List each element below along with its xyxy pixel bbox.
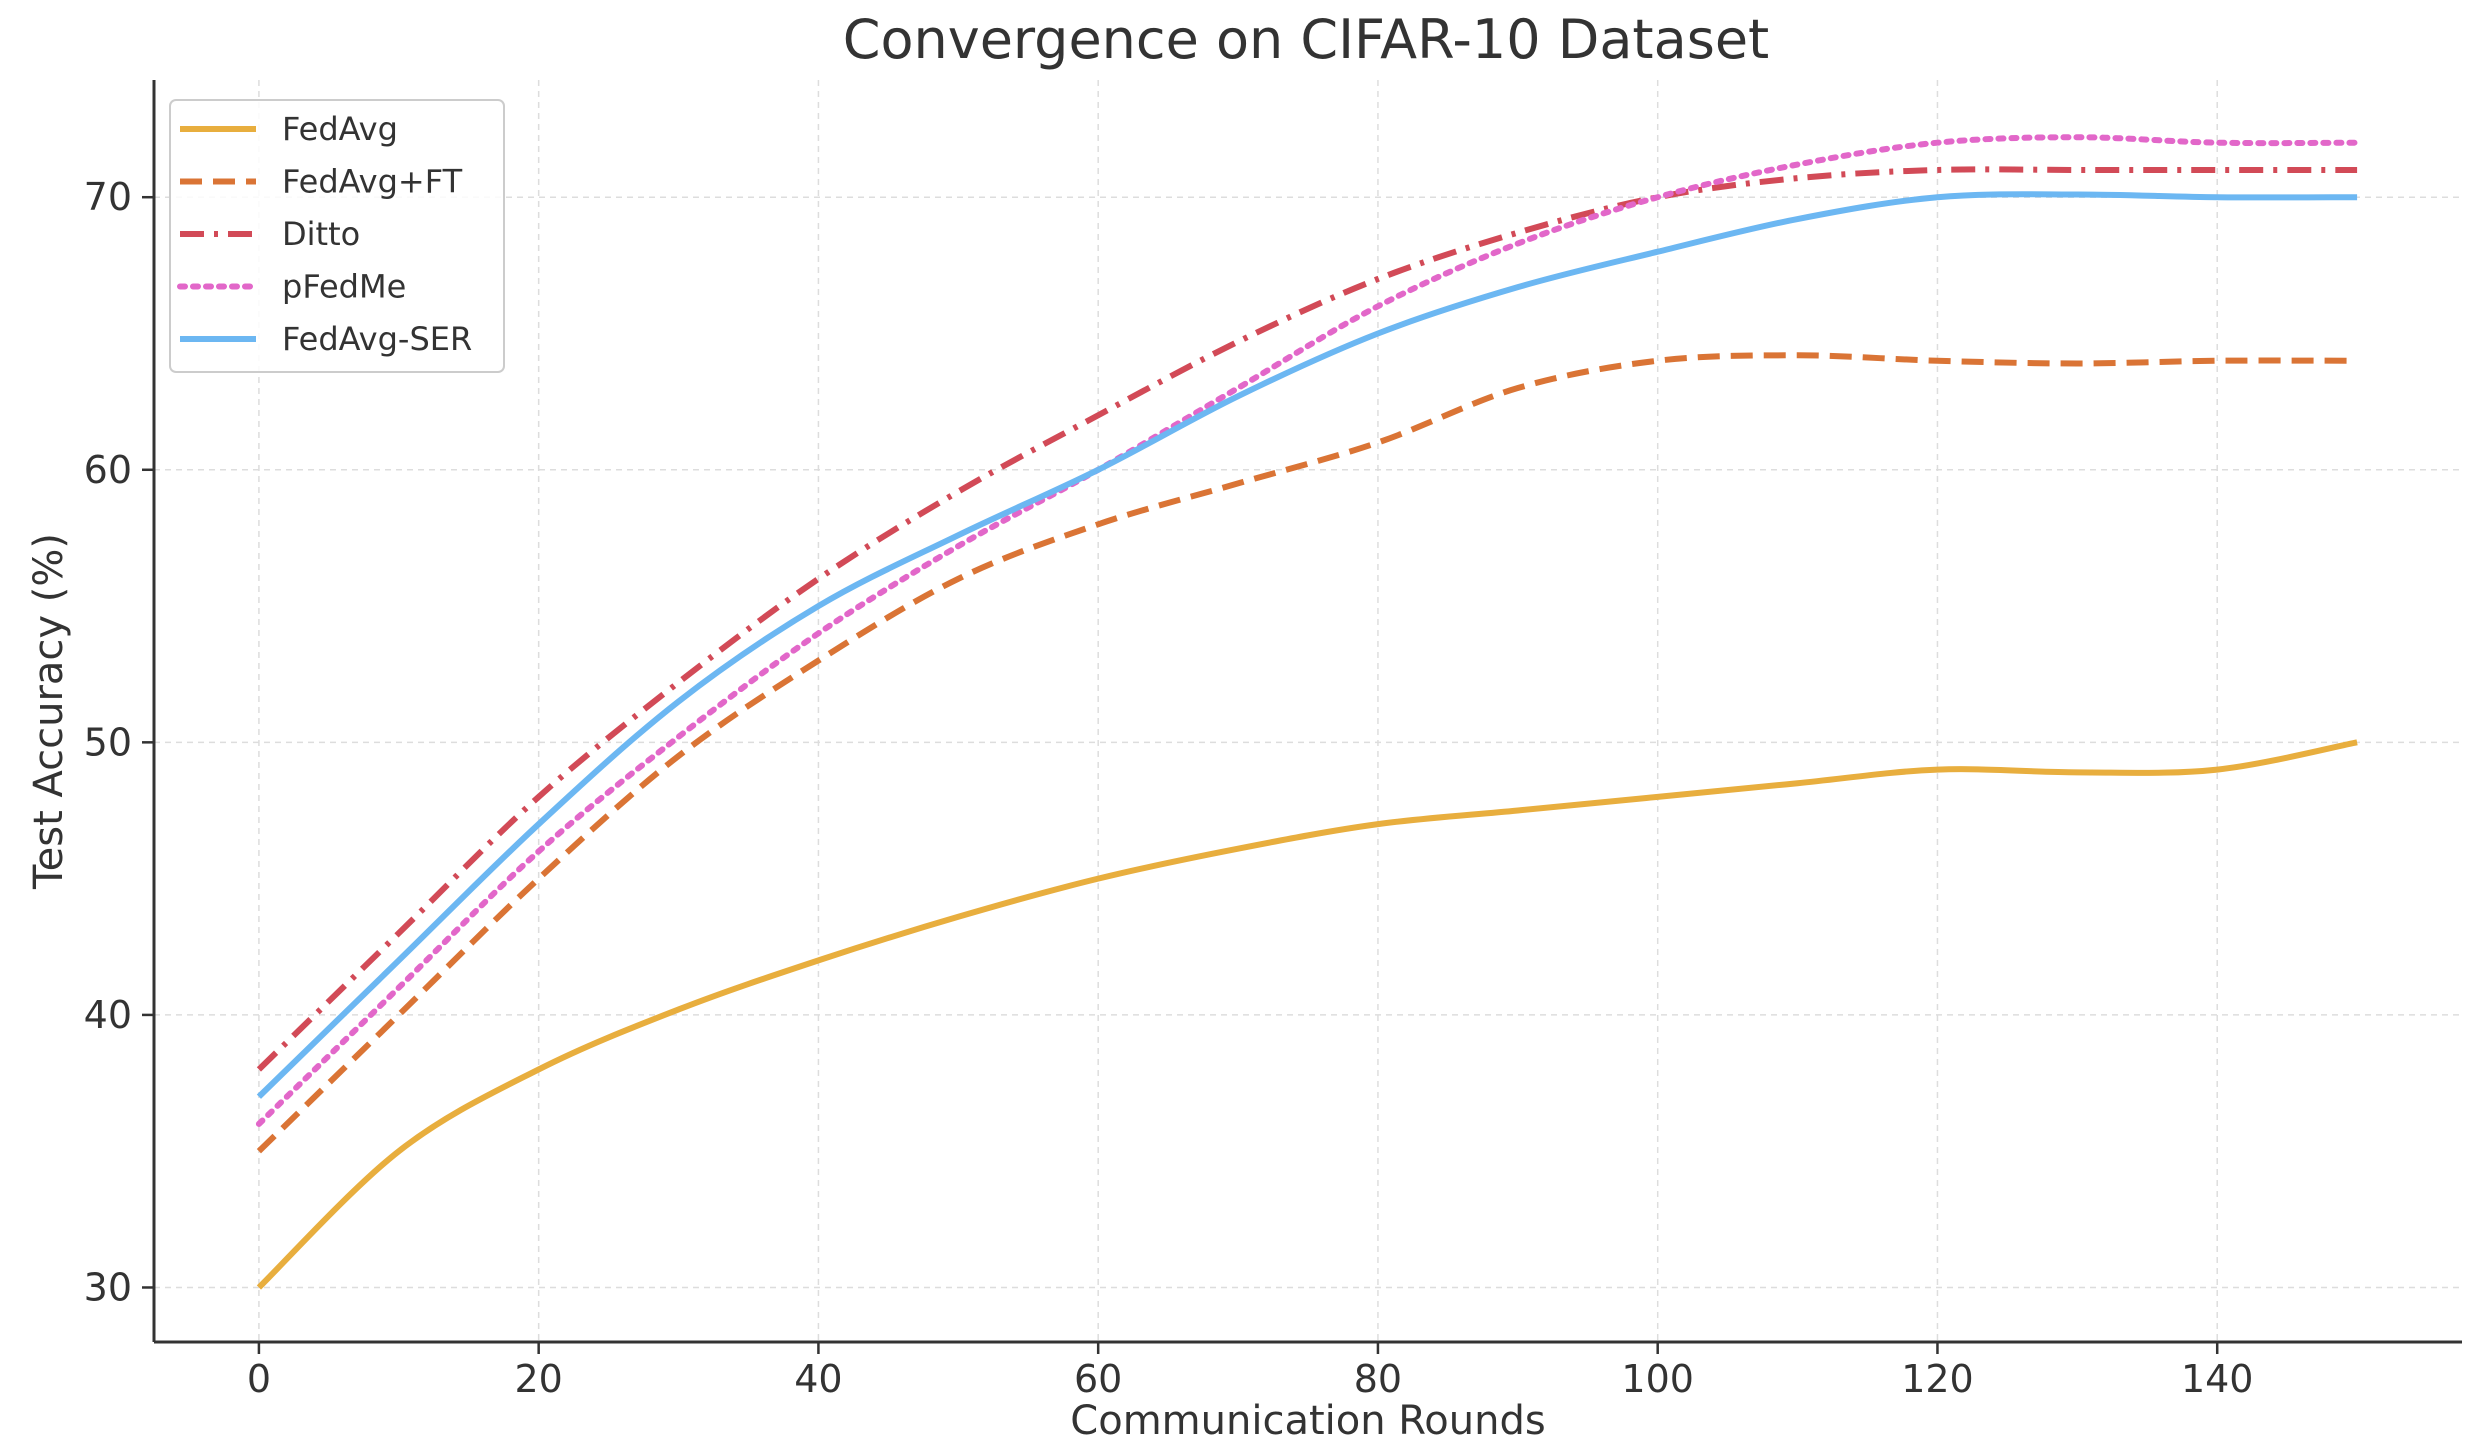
y-tick-label: 70 [84, 175, 132, 219]
x-tick-label: 20 [514, 1357, 562, 1401]
series-line-ditto [256, 166, 2358, 1072]
y-tick-label: 60 [84, 448, 132, 492]
legend-label-ditto: Ditto [282, 215, 360, 253]
series-layer [255, 134, 2361, 1290]
x-tick-label: 140 [2181, 1357, 2254, 1401]
series-line-fedavg-ft [256, 352, 2358, 1154]
legend-label-fedavg-ft: FedAvg+FT [282, 163, 463, 201]
series-line-fedavg [256, 739, 2358, 1290]
chart-title: Convergence on CIFAR-10 Dataset [843, 8, 1769, 71]
series-line-pfedme [255, 134, 2361, 1127]
legend: FedAvg FedAvg+FT Ditto pFedMe FedAvg-SER [169, 99, 505, 373]
ticks: 0 20 40 60 80 100 120 140 30 40 50 60 70 [84, 175, 2254, 1401]
series-line-fedavg-ser [256, 191, 2358, 1099]
legend-frame [169, 99, 505, 373]
legend-label-fedavg-ser: FedAvg-SER [282, 320, 472, 358]
x-tick-label: 40 [794, 1357, 842, 1401]
y-tick-label: 50 [84, 720, 132, 764]
y-axis-label: Test Accuracy (%) [26, 533, 72, 890]
x-tick-label: 80 [1354, 1357, 1402, 1401]
x-axis-label: Communication Rounds [1070, 1398, 1545, 1444]
x-tick-label: 60 [1074, 1357, 1122, 1401]
y-tick-label: 40 [84, 993, 132, 1037]
x-tick-label: 100 [1621, 1357, 1694, 1401]
x-tick-label: 0 [247, 1357, 271, 1401]
legend-label-fedavg: FedAvg [282, 110, 398, 148]
x-tick-label: 120 [1901, 1357, 1974, 1401]
legend-label-pfedme: pFedMe [282, 268, 406, 306]
y-tick-label: 30 [84, 1265, 132, 1309]
